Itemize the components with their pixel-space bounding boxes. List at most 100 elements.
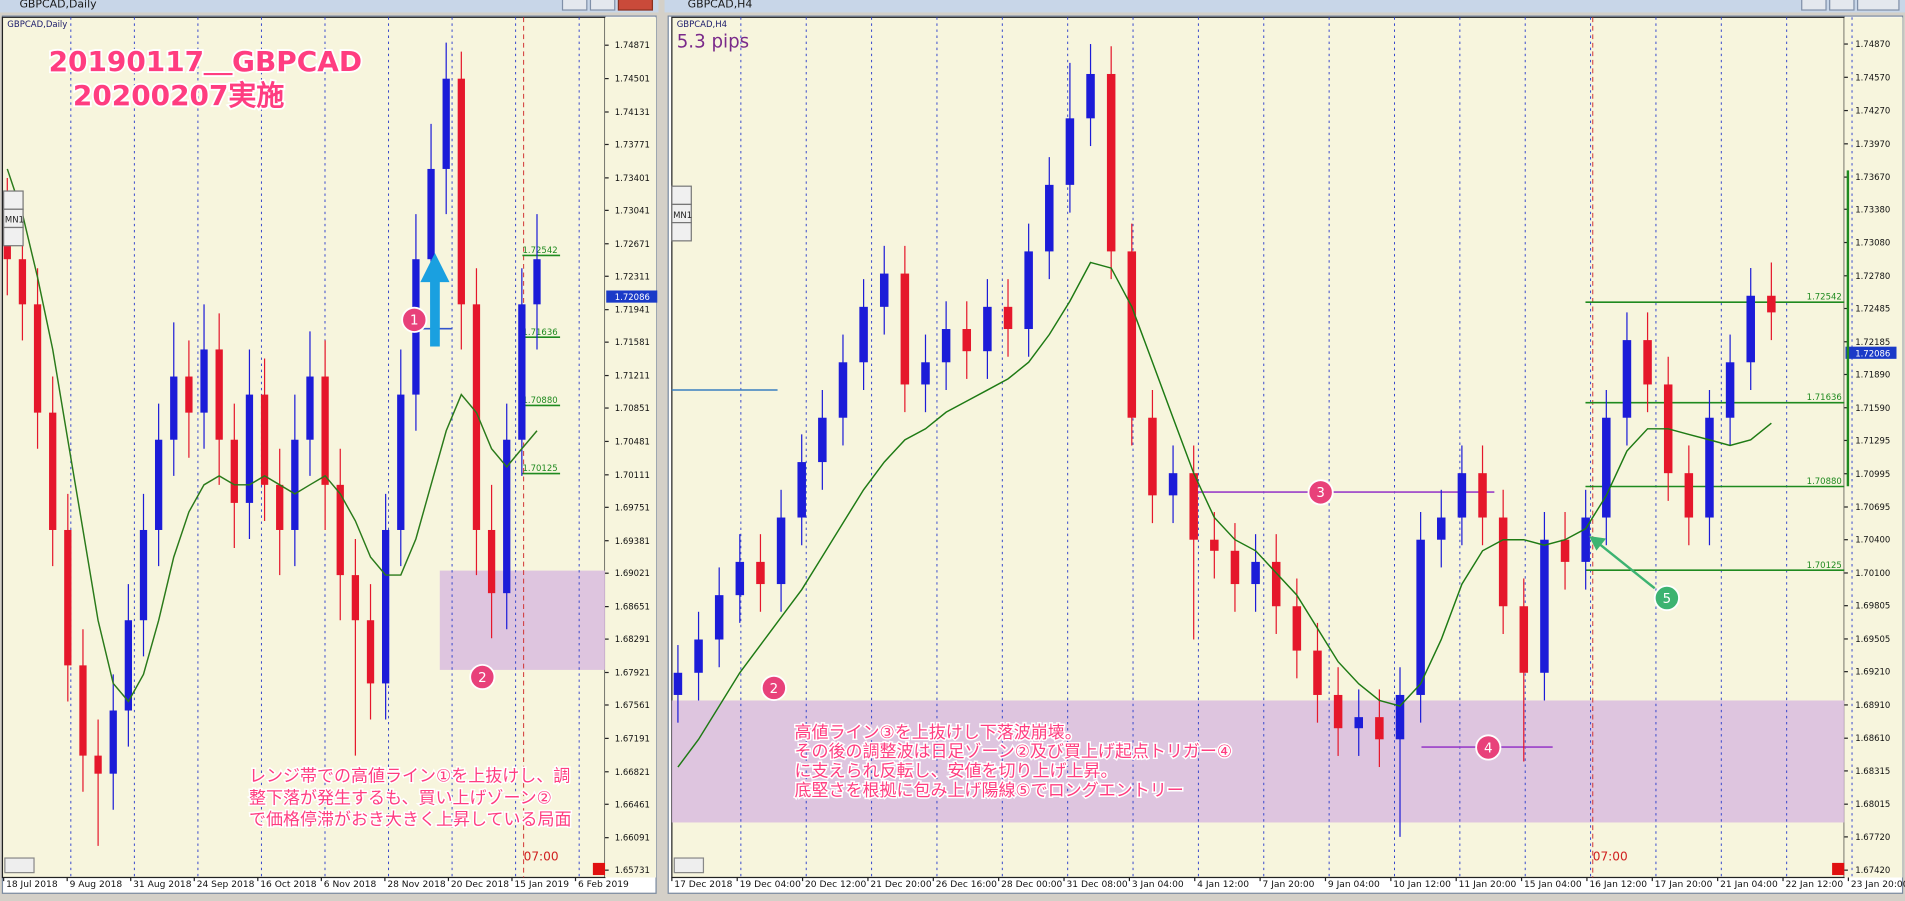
candle-body [230, 439, 238, 503]
headline: 20190117＿GBPCAD [49, 45, 362, 78]
y-tick-label: 1.71890 [1855, 371, 1890, 381]
candle-body [1003, 306, 1013, 330]
candle-body [33, 304, 42, 413]
x-tick-label: 23 Jan 20:00 [1851, 880, 1905, 890]
candle-body [1251, 561, 1260, 585]
time-label: 07:00 [524, 849, 559, 863]
candle-body [1271, 561, 1281, 607]
candle-body [941, 329, 951, 363]
candle-body [714, 595, 724, 640]
window-title: GBPCAD,Daily [19, 0, 97, 11]
y-tick-label: 1.73771 [615, 141, 650, 151]
x-tick-label: 28 Nov 2018 [387, 880, 446, 890]
scroll-down-button[interactable] [671, 222, 692, 242]
candle-body [533, 259, 541, 305]
candle-body [694, 639, 703, 673]
x-tick-label: 17 Dec 2018 [674, 880, 732, 890]
x-tick-label: 7 Jan 20:00 [1263, 880, 1315, 890]
marker-circle [469, 663, 496, 691]
candle-body [1437, 517, 1446, 540]
candle-body [200, 349, 208, 413]
candle-body [1333, 694, 1343, 729]
candle-body [291, 439, 299, 530]
headline: 20200207実施 [73, 79, 284, 112]
marker-circle [760, 674, 787, 702]
marker-label: 2 [770, 682, 779, 697]
window-title: GBPCAD,H4 [688, 0, 753, 11]
minimize-button[interactable] [1801, 0, 1827, 11]
y-tick-label: 1.66461 [615, 800, 650, 810]
scroll-up-button[interactable] [671, 185, 692, 206]
maximize-button[interactable] [1829, 0, 1855, 11]
y-tick-label: 1.73380 [1855, 205, 1890, 215]
y-tick-label: 1.65731 [615, 866, 650, 876]
scroll-end-button[interactable] [1832, 862, 1845, 876]
candle-body [1106, 73, 1116, 252]
candle-body [756, 561, 765, 585]
candle-body [921, 362, 930, 385]
minimize-button[interactable] [561, 0, 588, 11]
x-tick-label: 9 Aug 2018 [70, 880, 123, 890]
x-tick-label: 19 Dec 04:00 [740, 880, 801, 890]
candle-body [306, 376, 314, 440]
maximize-button[interactable] [589, 0, 616, 11]
x-tick-label: 31 Aug 2018 [133, 880, 192, 890]
candle-body [776, 517, 786, 585]
y-tick-label: 1.67720 [1855, 833, 1890, 843]
x-tick-label: 6 Nov 2018 [324, 880, 377, 890]
candle-body [139, 529, 148, 621]
candle-body [351, 575, 360, 621]
candle-body [79, 665, 87, 756]
candle-body [18, 259, 27, 305]
scroll-down-button[interactable] [3, 226, 24, 247]
y-tick-label: 1.72311 [615, 272, 650, 282]
scroll-up-button[interactable] [3, 190, 24, 210]
x-tick-label: 9 Jan 04:00 [1328, 880, 1380, 890]
demand-zone [671, 700, 1845, 823]
annotation-text: その後の調整波は日足ゾーン②及び買上げ起点トリガー④ [795, 742, 1233, 762]
y-tick-label: 1.68015 [1855, 800, 1890, 810]
candle-body [962, 329, 972, 352]
window-buttons[interactable] [561, 0, 1900, 11]
y-tick-label: 1.68291 [615, 635, 650, 645]
candle-body [735, 561, 745, 596]
candle-body [1354, 717, 1363, 729]
candle-body [1519, 606, 1529, 673]
price-axis [605, 17, 657, 878]
y-tick-label: 1.71590 [1855, 404, 1890, 414]
bottom-toolbar [4, 857, 35, 874]
annotation-text: 整下落が発生するも、買い上げゾーン② [249, 788, 552, 808]
candle-body [1024, 251, 1033, 330]
close-button[interactable] [617, 0, 654, 11]
marker-label: 2 [478, 671, 487, 686]
y-tick-label: 1.72185 [1855, 338, 1890, 348]
candle-body [442, 78, 450, 169]
candle-body [673, 672, 683, 695]
x-tick-label: 24 Sep 2018 [197, 880, 255, 890]
candle-body [1148, 417, 1157, 496]
candle-body [382, 529, 390, 684]
y-tick-label: 1.67420 [1855, 866, 1890, 876]
symbol-label: GBPCAD,Daily [7, 20, 67, 30]
marker-circle [1307, 479, 1334, 506]
close-button[interactable] [1857, 0, 1900, 11]
candle-body [1705, 417, 1714, 518]
y-tick-label: 1.74270 [1855, 107, 1890, 117]
y-tick-label: 1.73080 [1855, 239, 1890, 249]
pips-label: 5.3 pips [677, 32, 749, 53]
candle-body [427, 168, 435, 260]
symbol-label: GBPCAD,H4 [677, 20, 727, 30]
scroll-end-button[interactable] [592, 862, 606, 876]
y-tick-label: 1.73670 [1855, 173, 1890, 183]
level-label: 1.71636 [522, 328, 557, 338]
candle-body [818, 417, 827, 463]
y-tick-label: 1.70111 [615, 471, 650, 481]
annotation-text: 底堅さを根拠に包み上げ陽線⑤でロングエントリー [795, 781, 1184, 801]
level-label: 1.70125 [522, 464, 557, 474]
candle-body [1540, 539, 1549, 673]
marker-circle [1475, 734, 1502, 761]
annotation-text: で価格停滞がおき大きく上昇している局面 [249, 810, 572, 830]
marker-label: 4 [1484, 741, 1493, 756]
y-tick-label: 1.70481 [615, 437, 650, 447]
pointer-arrow [1593, 538, 1656, 590]
